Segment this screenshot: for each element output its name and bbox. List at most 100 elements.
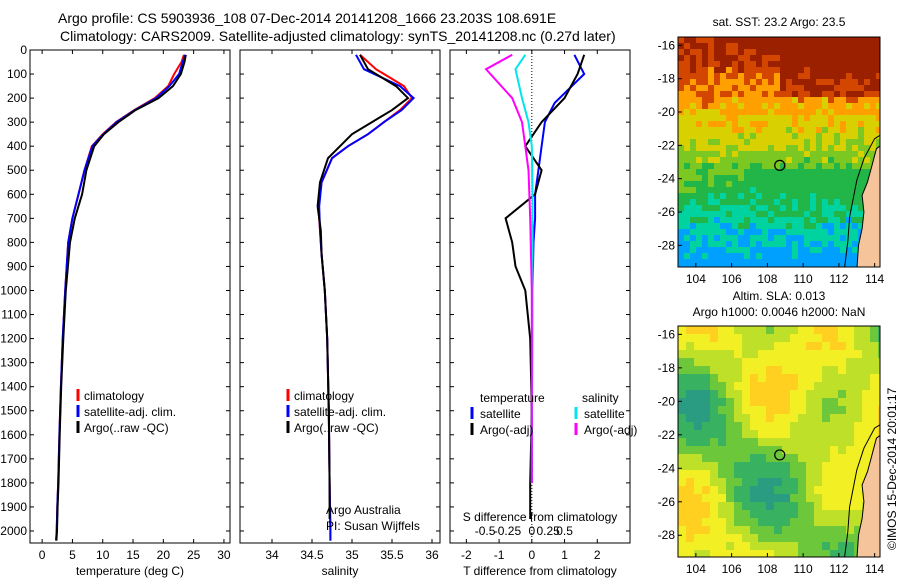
sst-map: 104 106 108 110 112 114 -16 -18 -20 -22 -24 -26 -28 s… (658, 15, 885, 286)
y-tick-label: -28 (658, 528, 676, 542)
plot-frame (239, 49, 441, 544)
x-tick-label: 0 (528, 548, 535, 562)
map-field (678, 326, 880, 557)
y-tick-label: 400 (7, 139, 27, 153)
panel-salinity: 34 34.5 35 35.5 36 salinity climatology satelli… (239, 49, 441, 578)
y-tick-label: 900 (7, 259, 27, 273)
x-tick-label: 30 (217, 548, 231, 562)
series-line-satelliteadjclim (318, 54, 416, 541)
y-tick-label: -24 (658, 172, 676, 186)
map-field (678, 37, 880, 267)
y-tick-label: 1000 (0, 283, 27, 297)
y-tick-label: 1900 (0, 500, 27, 514)
y-tick-label: -18 (658, 361, 676, 375)
legend-label: Argo(-adj) (584, 423, 637, 437)
panel-temperature: 0100200300400500600700800900100011001200… (0, 43, 231, 578)
series-line-satelliteadjclim (55, 54, 187, 541)
x-tick-label: 108 (757, 272, 777, 286)
series-line-climatology (55, 54, 185, 541)
x-tick-label: 108 (757, 562, 777, 576)
x-tick-label: 104 (686, 562, 706, 576)
x-axis-label: T difference from climatology (463, 564, 617, 578)
legend-label: satellite (584, 407, 625, 421)
plot-frame (29, 49, 231, 544)
y-tick-label: 1100 (1, 308, 27, 322)
x-tick-label-salinity: -0.5 (475, 524, 496, 538)
sla-map: 104 106 108 110 112 114 -16 -18 -20 -22 -24 -26 -28 A… (658, 289, 885, 576)
x-axis-label: salinity (322, 564, 359, 578)
map-title: Altim. SLA: 0.013 (733, 289, 826, 303)
x-tick-label: 15 (126, 548, 140, 562)
x-tick-label-salinity: 0.25 (537, 524, 561, 538)
isobath-line (844, 424, 880, 557)
x-axis-label: temperature (deg C) (76, 564, 184, 578)
legend-label: climatology (294, 389, 354, 403)
series-line-climatology (317, 54, 414, 541)
x-tick-label: 112 (829, 272, 848, 286)
isobath-line (844, 134, 880, 267)
x-tick-label: 114 (865, 562, 884, 576)
header-line-1: Argo profile: CS 5903936_108 07-Dec-2014… (58, 10, 557, 26)
y-tick-label: -22 (658, 138, 676, 152)
legend-label: satellite-adj. clim. (84, 405, 176, 419)
x-tick-label-salinity: -0.25 (494, 524, 522, 538)
legend-group-salinity: salinity (582, 391, 619, 405)
legend-label: Argo(..raw -QC) (294, 421, 379, 435)
series-line-argorawqc (316, 54, 410, 519)
x-tick-label: 1 (561, 548, 568, 562)
x-tick-label: 110 (794, 272, 813, 286)
y-tick-label: -16 (658, 327, 676, 341)
x-tick-label: 35 (345, 548, 359, 562)
annotation-text: Argo Australia (326, 503, 401, 517)
x-tick-label: 114 (865, 272, 884, 286)
map-title: sat. SST: 23.2 Argo: 23.5 (713, 15, 846, 29)
y-tick-label: 1400 (0, 380, 27, 394)
map-subtitle: Argo h1000: 0.0046 h2000: NaN (693, 305, 866, 319)
x-tick-label: -1 (494, 548, 505, 562)
x-tick-label: 35.5 (380, 548, 404, 562)
y-tick-label: -20 (658, 105, 676, 119)
y-tick-label: -22 (658, 428, 676, 442)
y-tick-label: 0 (20, 43, 27, 57)
plot-frame (449, 49, 631, 544)
map-frame (677, 325, 881, 558)
x-axis-label-salinity: S difference from climatology (463, 510, 618, 524)
x-tick-label: 20 (157, 548, 171, 562)
y-tick-label: -20 (658, 394, 676, 408)
y-tick-label: -16 (658, 38, 676, 52)
y-tick-label: -28 (658, 238, 676, 252)
x-tick-label: 106 (722, 562, 742, 576)
x-tick-label: 10 (96, 548, 110, 562)
y-tick-label: -24 (658, 461, 676, 475)
series-line-argoadj (484, 53, 533, 483)
y-tick-label: 800 (7, 235, 27, 249)
x-tick-label: 2 (594, 548, 601, 562)
y-tick-label: 1300 (0, 356, 27, 370)
legend-label: climatology (84, 389, 144, 403)
x-tick-label-salinity: 0.5 (556, 524, 573, 538)
x-tick-label: 104 (686, 272, 706, 286)
legend-label: satellite (480, 407, 521, 421)
y-tick-label: 1600 (0, 428, 27, 442)
argo-position-marker (774, 159, 786, 171)
y-tick-label: 500 (7, 163, 27, 177)
land-mass (856, 145, 880, 267)
y-tick-label: 1800 (0, 476, 27, 490)
y-tick-label: 600 (7, 187, 27, 201)
y-tick-label: 2000 (0, 524, 27, 538)
y-tick-label: -26 (658, 495, 676, 509)
x-tick-label: 110 (794, 562, 813, 576)
legend-group-temperature: temperature (480, 391, 545, 405)
x-tick-label: 34.5 (300, 548, 324, 562)
y-tick-label: -26 (658, 205, 676, 219)
x-tick-label: 112 (829, 562, 848, 576)
x-tick-label: 25 (187, 548, 201, 562)
y-tick-label: 1500 (0, 404, 27, 418)
x-tick-label: 36 (425, 548, 439, 562)
x-tick-label: 0 (39, 548, 46, 562)
map-frame (677, 36, 881, 268)
y-tick-label: 1200 (0, 332, 27, 346)
annotation-text: PI: Susan Wijffels (326, 519, 420, 533)
legend-label: Argo(..raw -QC) (84, 421, 169, 435)
